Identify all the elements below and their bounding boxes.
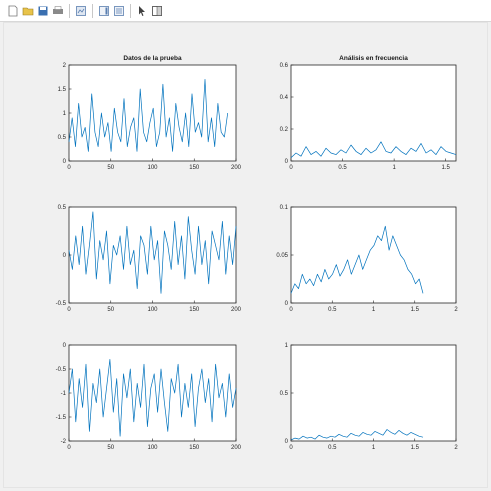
plot-tools-icon — [152, 5, 162, 16]
y-tick-label: 0.5 — [280, 391, 289, 397]
x-tick-label: 100 — [147, 445, 158, 451]
y-tick-label: 0 — [63, 159, 67, 165]
axes-box — [290, 206, 457, 304]
y-tick-label: -2 — [61, 439, 67, 445]
x-tick-label: 100 — [147, 165, 158, 171]
insert-legend-icon — [114, 5, 124, 16]
subplot-2: 0 0.5 1 1.5 0 0.2 0.4 0.6 Análisis en frecuencia — [280, 55, 457, 171]
y-tick-label: 0.4 — [280, 95, 289, 101]
y-tick-label: 0 — [285, 159, 289, 165]
y-tick-label: 0.1 — [280, 205, 289, 211]
x-tick-label: 1.5 — [411, 445, 420, 451]
subplot-1: 0 50 100 150 200 0 0.5 1 1.5 2 Datos de la prueba — [58, 55, 242, 171]
x-tick-label: 1.5 — [442, 165, 451, 171]
y-tick-label: 0 — [285, 301, 289, 307]
x-tick-label: 100 — [147, 307, 158, 313]
x-tick-label: 200 — [231, 165, 242, 171]
axes-box — [68, 344, 237, 442]
y-tick-label: -1 — [61, 391, 67, 397]
x-tick-label: 0 — [67, 307, 71, 313]
y-tick-label: 2 — [63, 63, 67, 69]
y-tick-label: 0.5 — [58, 135, 67, 141]
axes-box — [68, 206, 237, 304]
x-tick-label: 50 — [107, 445, 114, 451]
subplot-4: 0 0.5 1 1.5 2 0 0.05 0.1 — [276, 205, 458, 313]
x-tick-label: 0 — [67, 165, 71, 171]
y-tick-label: 0.6 — [280, 63, 289, 69]
y-tick-label: 1 — [63, 111, 67, 117]
x-tick-label: 50 — [107, 307, 114, 313]
open-file-icon — [22, 7, 34, 15]
insert-legend-button[interactable] — [112, 4, 126, 18]
x-tick-label: 200 — [231, 445, 242, 451]
x-tick-label: 0 — [289, 165, 293, 171]
y-tick-label: 1 — [285, 343, 289, 349]
data-series-line — [290, 429, 424, 441]
print-icon — [53, 5, 63, 14]
subplot-title: Datos de la prueba — [123, 55, 182, 62]
toolbar-separator — [69, 3, 70, 18]
data-series-line — [68, 211, 237, 294]
x-tick-label: 0.5 — [328, 445, 337, 451]
y-tick-label: 0.05 — [276, 253, 288, 259]
subplot-title: Análisis en frecuencia — [339, 55, 408, 62]
y-tick-label: 0.2 — [280, 127, 289, 133]
open-file-button[interactable] — [21, 4, 35, 18]
x-tick-label: 150 — [189, 165, 200, 171]
link-icon — [76, 5, 86, 16]
subplot-5: 0 50 100 150 200 -2 -1.5 -1 -0.5 0 — [56, 343, 242, 451]
x-tick-label: 0 — [289, 307, 293, 313]
insert-colorbar-icon — [99, 5, 109, 16]
data-series-line — [68, 79, 229, 152]
axes-box — [290, 344, 457, 442]
y-tick-label: 0 — [63, 343, 67, 349]
pointer-icon — [139, 5, 145, 16]
x-tick-label: 2 — [454, 307, 458, 313]
y-tick-label: -0.5 — [56, 301, 67, 307]
x-tick-label: 1.5 — [411, 307, 420, 313]
toolbar-separator — [130, 3, 131, 18]
x-tick-label: 50 — [107, 165, 114, 171]
x-tick-label: 0.5 — [328, 307, 337, 313]
x-tick-label: 1 — [372, 445, 376, 451]
plot-tools-button[interactable] — [150, 4, 164, 18]
y-tick-label: -0.5 — [56, 367, 67, 373]
save-button[interactable] — [36, 4, 50, 18]
new-figure-button[interactable] — [6, 4, 20, 18]
y-tick-label: 0 — [285, 439, 289, 445]
figure-toolbar — [0, 0, 491, 22]
toolbar-separator — [92, 3, 93, 18]
x-tick-label: 1 — [392, 165, 396, 171]
y-tick-label: 0.5 — [58, 205, 67, 211]
data-series-line — [68, 359, 237, 437]
x-tick-label: 200 — [231, 307, 242, 313]
x-tick-label: 0.5 — [338, 165, 347, 171]
save-icon — [38, 6, 48, 15]
insert-colorbar-button[interactable] — [97, 4, 111, 18]
x-tick-label: 150 — [189, 307, 200, 313]
x-tick-label: 0 — [67, 445, 71, 451]
subplot-3: 0 50 100 150 200-0.500.5 — [56, 205, 242, 313]
y-tick-label: 0 — [63, 253, 67, 259]
new-figure-icon — [8, 5, 18, 16]
y-tick-label: -1.5 — [56, 415, 67, 421]
subplot-6: 0 0.5 1 1.5 2 0 0.5 1 — [280, 343, 459, 451]
edit-plot-button[interactable] — [135, 4, 149, 18]
axes-box — [290, 64, 457, 162]
y-tick-label: 1.5 — [58, 87, 67, 93]
data-series-line — [290, 225, 424, 294]
x-tick-label: 150 — [189, 445, 200, 451]
x-tick-label: 0 — [289, 445, 293, 451]
x-tick-label: 1 — [372, 307, 376, 313]
print-button[interactable] — [51, 4, 65, 18]
x-tick-label: 2 — [454, 445, 458, 451]
axes-box — [68, 64, 237, 162]
data-series-line — [290, 141, 457, 159]
link-plot-button[interactable] — [74, 4, 88, 18]
figure-window: 0 50 100 150 200 0 0.5 1 1.5 2 Datos de la prueba 0… — [3, 22, 488, 488]
